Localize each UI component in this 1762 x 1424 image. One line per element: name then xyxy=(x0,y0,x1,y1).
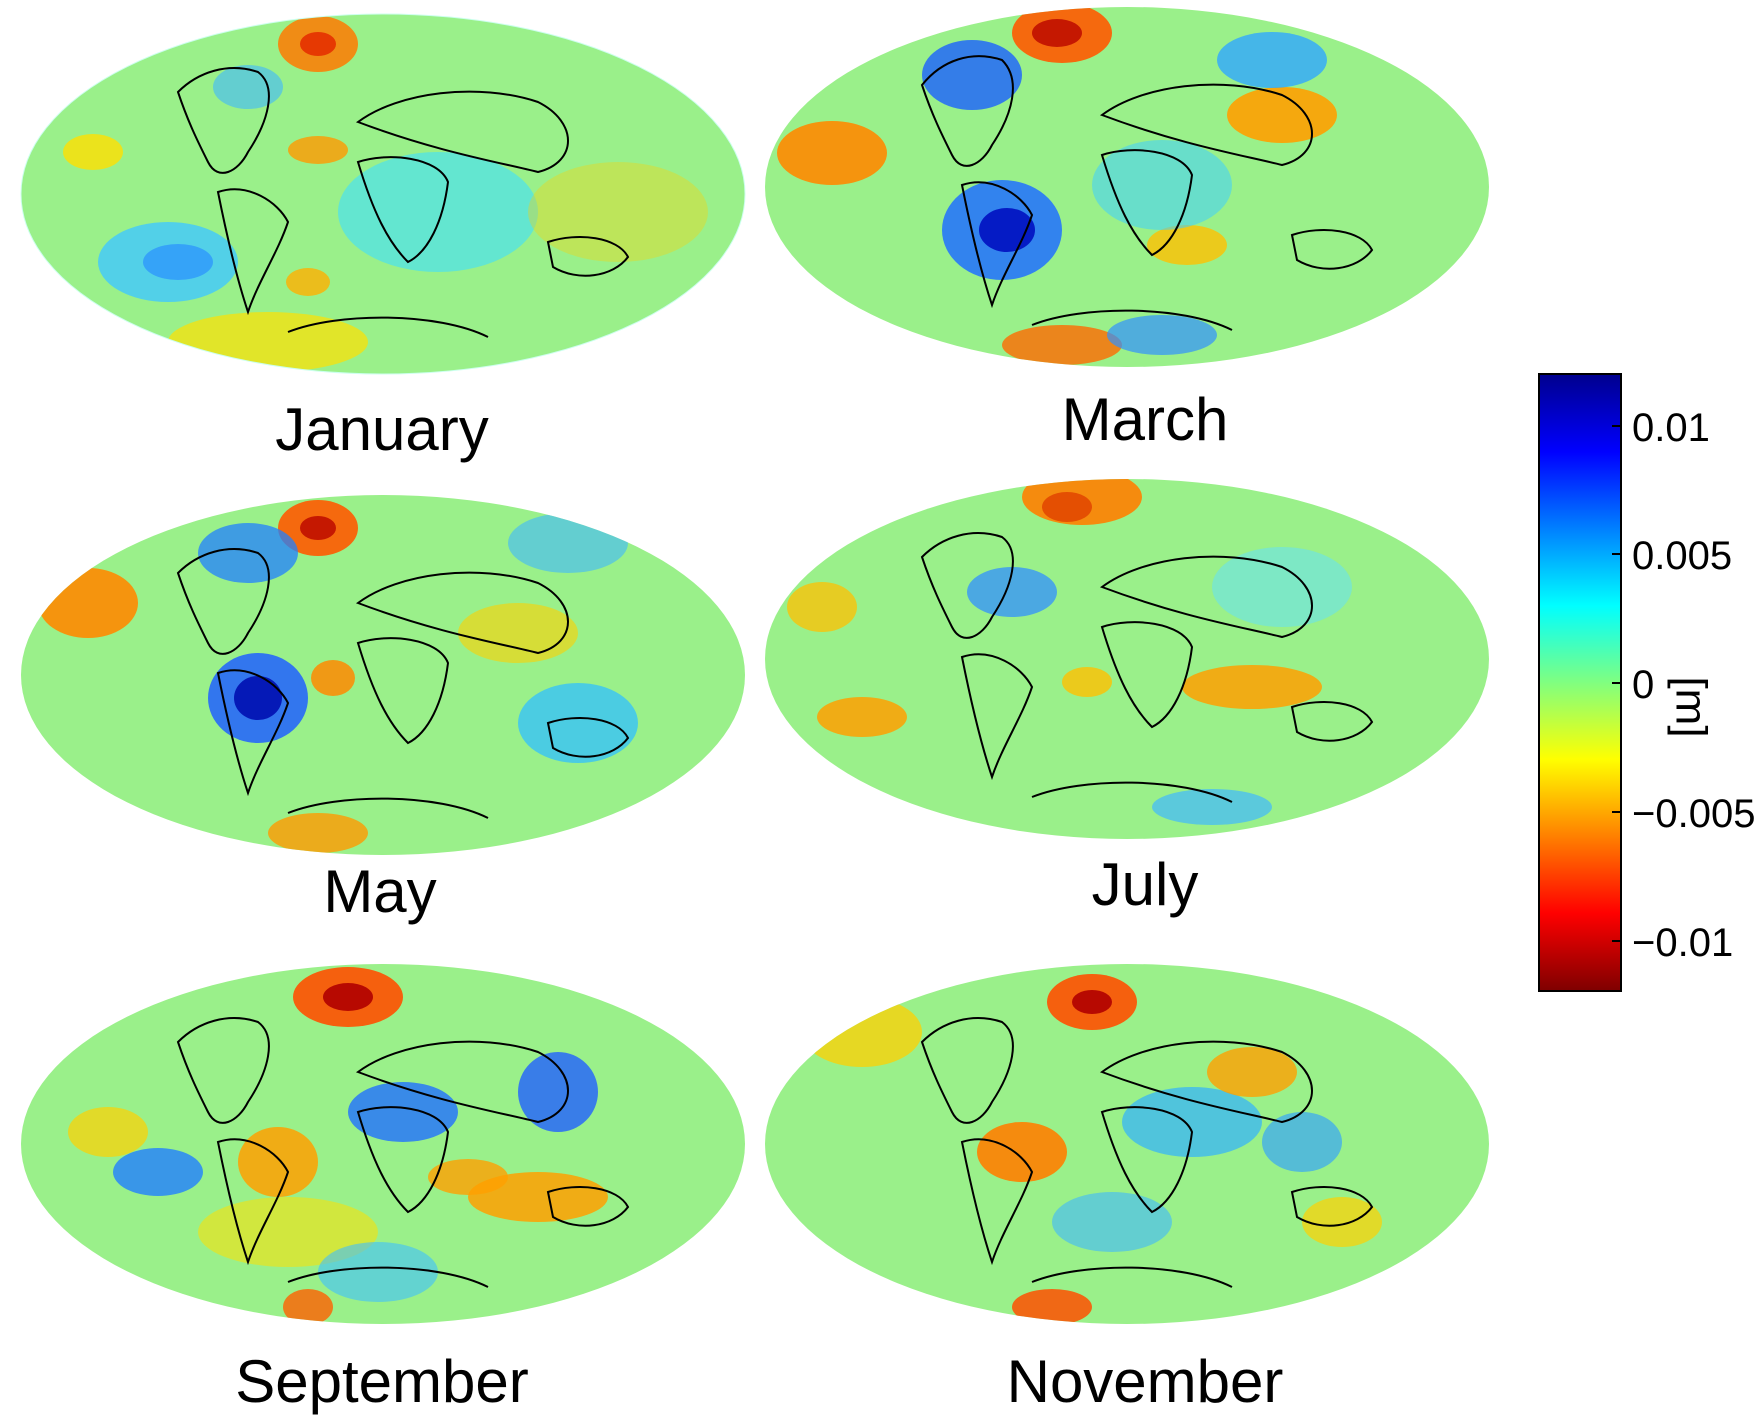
colorbar-tickmark xyxy=(1612,425,1622,427)
colorbar-gradient xyxy=(1540,375,1620,990)
colorbar-unit-label: [m] xyxy=(1666,676,1716,738)
panel-title: March xyxy=(1061,386,1229,453)
mollweide-map-march xyxy=(765,7,1489,367)
colorbar-tickmark xyxy=(1612,940,1622,942)
colorbar-tick-label: −0.005 xyxy=(1632,792,1756,836)
colorbar-tickmark xyxy=(1612,553,1622,555)
mollweide-map-may xyxy=(21,495,745,855)
panel-title: July xyxy=(1091,851,1199,918)
panel-title: November xyxy=(1006,1348,1284,1415)
panel-title: January xyxy=(275,396,489,463)
colorbar-tick-label: 0.005 xyxy=(1632,534,1733,578)
panel-title: September xyxy=(235,1348,529,1415)
colorbar-tick-label: −0.01 xyxy=(1632,921,1734,965)
colorbar-tickmark xyxy=(1612,682,1622,684)
mollweide-map-july xyxy=(765,479,1489,839)
mollweide-map-november xyxy=(765,964,1489,1324)
colorbar xyxy=(1538,373,1622,992)
colorbar-tick-label: 0 xyxy=(1632,663,1655,707)
mollweide-map-september xyxy=(21,964,745,1324)
colorbar-tickmark xyxy=(1612,811,1622,813)
mollweide-map-january xyxy=(20,13,746,375)
panel-title: May xyxy=(323,858,437,925)
colorbar-tick-label: 0.01 xyxy=(1632,406,1710,450)
